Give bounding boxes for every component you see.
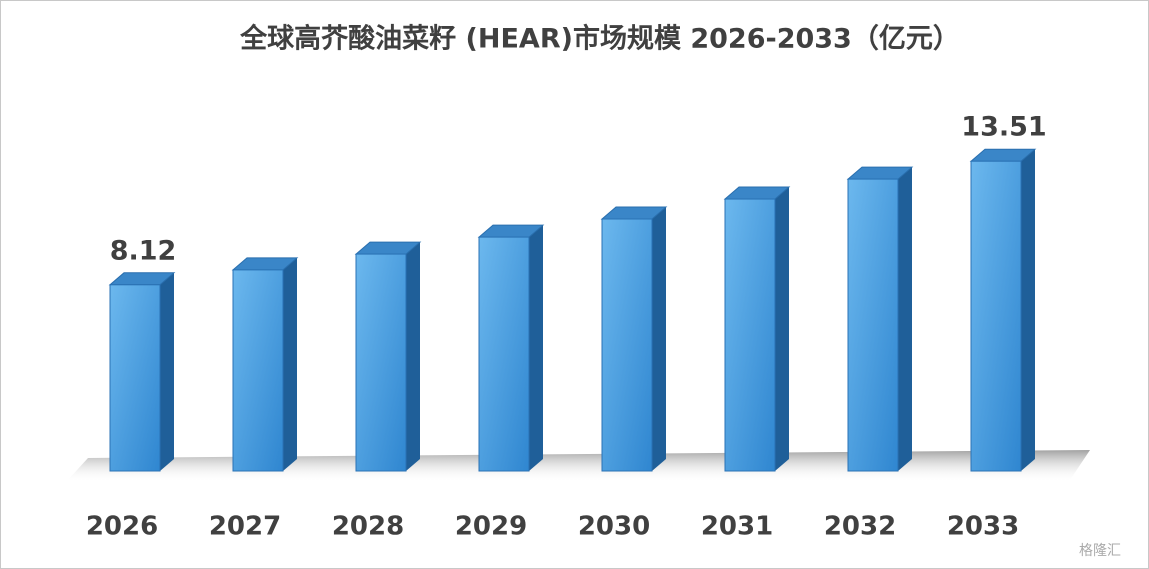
x-tick-label: 2029 (455, 512, 527, 542)
x-tick-label: 2030 (578, 512, 650, 542)
x-tick-label: 2027 (209, 512, 281, 542)
value-label: 13.51 (961, 112, 1046, 143)
x-tick-label: 2028 (332, 512, 404, 542)
bar (109, 284, 161, 472)
bar (724, 198, 776, 472)
bar-side (652, 206, 666, 471)
bar (847, 178, 899, 472)
bar (970, 160, 1022, 472)
bar-side (1021, 149, 1035, 471)
bar-side (283, 257, 297, 471)
bar-side (160, 272, 174, 471)
bar-side (898, 167, 912, 471)
x-tick-label: 2032 (824, 512, 896, 542)
bar-side (529, 225, 543, 471)
bar (601, 218, 653, 472)
bar-side (406, 242, 420, 471)
x-tick-label: 2026 (86, 512, 158, 542)
x-tick-label: 2031 (701, 512, 773, 542)
bar (355, 253, 407, 472)
bar (232, 269, 284, 472)
bar (478, 236, 530, 472)
floor-shadow (66, 450, 1090, 482)
chart-title: 全球高芥酸油菜籽 (HEAR)市场规模 2026-2033（亿元） (239, 23, 960, 55)
bar-side (775, 187, 789, 471)
value-label: 8.12 (110, 235, 177, 266)
x-tick-label: 2033 (947, 512, 1019, 542)
watermark: 格隆汇 (1079, 543, 1121, 559)
